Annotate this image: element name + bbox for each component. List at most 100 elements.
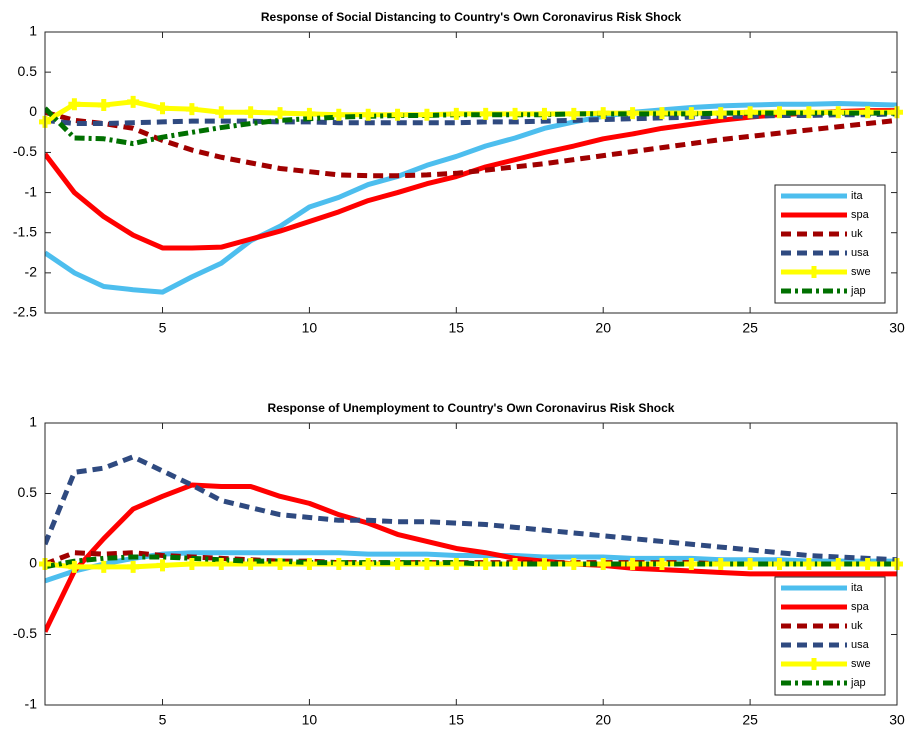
- legend-label: usa: [851, 639, 870, 651]
- series-marker: [538, 107, 551, 120]
- series-marker: [744, 558, 757, 570]
- y-tick-label: -1.5: [13, 223, 37, 239]
- y-tick-label: 0: [29, 555, 37, 571]
- legend-label: spa: [851, 601, 870, 613]
- x-tick-label: 20: [595, 320, 611, 336]
- series-marker: [303, 107, 316, 120]
- series-marker: [597, 107, 610, 120]
- legend-box: [774, 184, 886, 304]
- series-marker: [97, 560, 110, 573]
- x-tick-label: 20: [595, 712, 611, 728]
- series-marker: [244, 558, 257, 570]
- series-marker: [655, 107, 668, 120]
- y-tick-label: 1: [29, 414, 37, 430]
- x-tick-label: 10: [302, 320, 318, 336]
- legend-label: usa: [851, 247, 870, 259]
- chart-title: Response of Unemployment to Country's Ow…: [268, 401, 675, 415]
- series-marker: [185, 103, 198, 116]
- series-marker: [685, 107, 698, 120]
- series-marker: [450, 107, 463, 120]
- y-tick-label: 0.5: [18, 484, 38, 500]
- series-marker: [744, 106, 757, 119]
- x-tick-label: 25: [742, 712, 758, 728]
- series-marker: [509, 558, 522, 570]
- series-line: [45, 100, 897, 295]
- y-tick-label: -0.5: [13, 625, 37, 641]
- y-tick-label: 0.5: [18, 63, 38, 79]
- legend-label: spa: [851, 209, 870, 221]
- series-line: [45, 554, 897, 570]
- axes-frame: [44, 31, 898, 314]
- series-marker: [185, 558, 198, 570]
- legend-box: [774, 576, 886, 696]
- series-marker: [391, 558, 404, 570]
- series-marker: [450, 558, 463, 570]
- series-marker: [274, 107, 287, 120]
- series-marker: [626, 558, 639, 570]
- legend-label: ita: [851, 190, 864, 202]
- series-marker: [391, 108, 404, 121]
- y-tick-label: -2.5: [13, 304, 37, 320]
- series-marker: [127, 560, 140, 573]
- series-marker: [626, 107, 639, 120]
- series-marker: [215, 106, 228, 119]
- series-marker: [97, 99, 110, 112]
- series-marker: [156, 559, 169, 572]
- series-group: [45, 99, 897, 295]
- series-marker: [68, 98, 81, 111]
- legend-label: ita: [851, 582, 864, 594]
- series-marker: [509, 107, 522, 120]
- x-tick-label: 5: [159, 712, 167, 728]
- y-tick-label: 1: [29, 23, 37, 39]
- series-marker: [714, 107, 727, 120]
- x-tick-label: 15: [449, 712, 465, 728]
- series-marker: [861, 106, 874, 119]
- legend-label: jap: [850, 677, 866, 689]
- series-marker: [420, 108, 433, 121]
- y-tick-label: -2: [25, 264, 38, 280]
- series-marker: [274, 558, 287, 570]
- series-line: [45, 482, 897, 633]
- x-tick-label: 10: [302, 712, 318, 728]
- legend-label: uk: [851, 228, 863, 240]
- chart-title: Response of Social Distancing to Country…: [261, 10, 682, 24]
- series-line: [45, 109, 897, 179]
- series-marker: [832, 558, 845, 570]
- x-tick-label: 15: [449, 320, 465, 336]
- series-marker: [773, 106, 786, 119]
- series-marker: [714, 558, 727, 570]
- series-marker: [332, 558, 345, 570]
- series-marker: [215, 558, 228, 570]
- series-marker: [479, 558, 492, 570]
- series-marker: [479, 107, 492, 120]
- legend-marker: [808, 658, 820, 670]
- y-tick-label: -1: [25, 696, 38, 712]
- x-tick-label: 30: [889, 712, 905, 728]
- series-marker: [685, 558, 698, 570]
- series-marker: [420, 558, 433, 570]
- y-tick-label: -1: [25, 183, 38, 199]
- legend-marker: [808, 266, 820, 278]
- series-marker: [538, 558, 551, 570]
- legend-label: jap: [850, 285, 866, 297]
- x-tick-label: 25: [742, 320, 758, 336]
- series-marker: [567, 558, 580, 570]
- series-marker: [244, 106, 257, 119]
- legend-label: swe: [851, 658, 871, 670]
- series-marker: [773, 558, 786, 570]
- legend-label: uk: [851, 620, 863, 632]
- series-marker: [303, 558, 316, 570]
- y-tick-label: -0.5: [13, 143, 37, 159]
- series-marker: [802, 106, 815, 119]
- y-tick-label: 0: [29, 103, 37, 119]
- series-marker: [362, 108, 375, 121]
- series-marker: [332, 108, 345, 121]
- series-marker: [802, 558, 815, 570]
- series-marker: [362, 558, 375, 570]
- series-marker: [156, 102, 169, 115]
- series-line: [45, 106, 897, 147]
- series-marker: [861, 558, 874, 570]
- series-line: [45, 111, 897, 127]
